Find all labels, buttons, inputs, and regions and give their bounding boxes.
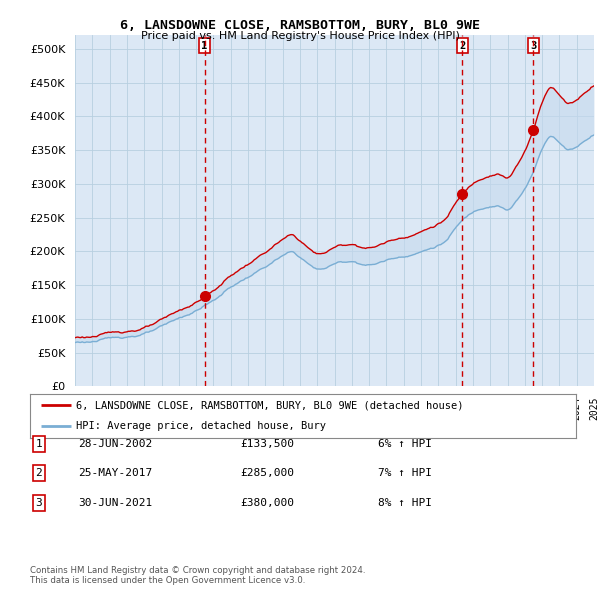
Text: 2: 2 (459, 41, 465, 51)
Text: £285,000: £285,000 (240, 468, 294, 478)
Text: Price paid vs. HM Land Registry's House Price Index (HPI): Price paid vs. HM Land Registry's House … (140, 31, 460, 41)
Text: Contains HM Land Registry data © Crown copyright and database right 2024.: Contains HM Land Registry data © Crown c… (30, 566, 365, 575)
Text: 25-MAY-2017: 25-MAY-2017 (78, 468, 152, 478)
Text: 2: 2 (35, 468, 43, 478)
Text: 3: 3 (35, 498, 43, 507)
Text: This data is licensed under the Open Government Licence v3.0.: This data is licensed under the Open Gov… (30, 576, 305, 585)
Text: 30-JUN-2021: 30-JUN-2021 (78, 498, 152, 507)
Text: £380,000: £380,000 (240, 498, 294, 507)
Text: 6% ↑ HPI: 6% ↑ HPI (378, 439, 432, 448)
Text: 6, LANSDOWNE CLOSE, RAMSBOTTOM, BURY, BL0 9WE: 6, LANSDOWNE CLOSE, RAMSBOTTOM, BURY, BL… (120, 19, 480, 32)
Text: 1: 1 (35, 439, 43, 448)
Text: 1: 1 (202, 41, 208, 51)
Text: £133,500: £133,500 (240, 439, 294, 448)
Text: 3: 3 (530, 41, 536, 51)
Text: 8% ↑ HPI: 8% ↑ HPI (378, 498, 432, 507)
Text: HPI: Average price, detached house, Bury: HPI: Average price, detached house, Bury (76, 421, 326, 431)
Text: 7% ↑ HPI: 7% ↑ HPI (378, 468, 432, 478)
Text: 6, LANSDOWNE CLOSE, RAMSBOTTOM, BURY, BL0 9WE (detached house): 6, LANSDOWNE CLOSE, RAMSBOTTOM, BURY, BL… (76, 401, 464, 411)
Text: 28-JUN-2002: 28-JUN-2002 (78, 439, 152, 448)
